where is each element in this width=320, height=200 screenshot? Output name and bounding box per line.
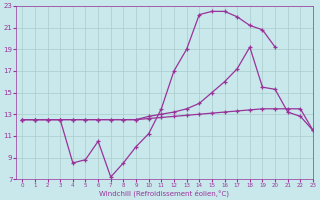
X-axis label: Windchill (Refroidissement éolien,°C): Windchill (Refroidissement éolien,°C): [100, 189, 229, 197]
